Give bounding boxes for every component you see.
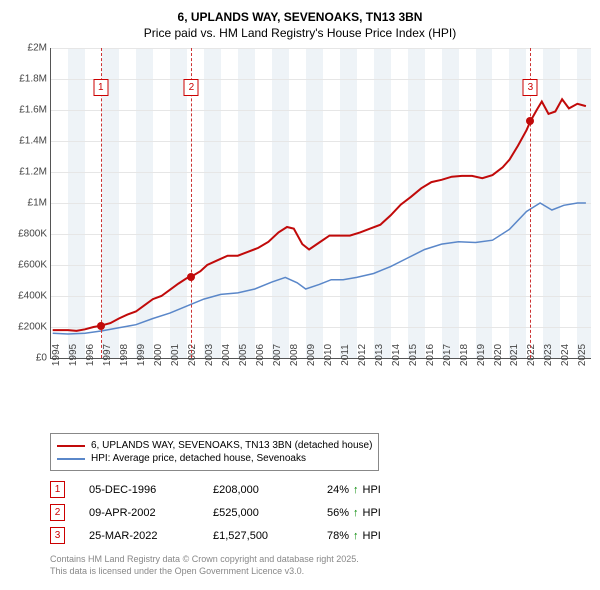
sale-marker-label: 3 — [523, 79, 538, 96]
sale-number-box: 1 — [50, 481, 65, 498]
y-axis-label: £0 — [11, 353, 47, 364]
series-line — [53, 203, 586, 334]
attribution-line-1: Contains HM Land Registry data © Crown c… — [50, 554, 590, 566]
legend-swatch — [57, 445, 85, 447]
plot-area: £0£200K£400K£600K£800K£1M£1.2M£1.4M£1.6M… — [50, 48, 591, 359]
sale-dot — [97, 322, 105, 330]
up-arrow-icon: ↑ — [353, 507, 359, 519]
sale-marker-label: 1 — [93, 79, 108, 96]
sale-hpi-label: HPI — [363, 530, 381, 542]
legend-swatch — [57, 458, 85, 460]
sale-hpi: 24% ↑ HPI — [327, 484, 381, 496]
sale-date: 09-APR-2002 — [89, 507, 189, 519]
sale-hpi-label: HPI — [363, 484, 381, 496]
y-axis-label: £800K — [11, 229, 47, 240]
legend: 6, UPLANDS WAY, SEVENOAKS, TN13 3BN (det… — [50, 433, 379, 471]
attribution-line-2: This data is licensed under the Open Gov… — [50, 566, 590, 578]
y-axis-label: £1.8M — [11, 74, 47, 85]
chart-container: 6, UPLANDS WAY, SEVENOAKS, TN13 3BN Pric… — [10, 10, 590, 577]
y-axis-label: £2M — [11, 43, 47, 54]
sale-hpi: 56% ↑ HPI — [327, 507, 381, 519]
sale-date: 05-DEC-1996 — [89, 484, 189, 496]
sale-hpi: 78% ↑ HPI — [327, 530, 381, 542]
y-axis-label: £200K — [11, 322, 47, 333]
sale-pct: 56% — [327, 507, 349, 519]
y-axis-label: £1.2M — [11, 167, 47, 178]
y-axis-label: £1.4M — [11, 136, 47, 147]
sale-price: £208,000 — [213, 484, 303, 496]
sale-row: 2 09-APR-2002 £525,000 56% ↑ HPI — [50, 504, 590, 521]
sale-price: £1,527,500 — [213, 530, 303, 542]
sale-marker-label: 2 — [184, 79, 199, 96]
sale-pct: 78% — [327, 530, 349, 542]
legend-item: 6, UPLANDS WAY, SEVENOAKS, TN13 3BN (det… — [57, 440, 372, 451]
sales-table: 1 05-DEC-1996 £208,000 24% ↑ HPI 2 09-APR-2002 £… — [50, 481, 590, 544]
y-axis-label: £400K — [11, 291, 47, 302]
sale-pct: 24% — [327, 484, 349, 496]
y-axis-label: £600K — [11, 260, 47, 271]
sale-row: 1 05-DEC-1996 £208,000 24% ↑ HPI — [50, 481, 590, 498]
series-line — [53, 99, 586, 331]
legend-item: HPI: Average price, detached house, Seve… — [57, 453, 372, 464]
sale-date: 25-MAR-2022 — [89, 530, 189, 542]
sale-row: 3 25-MAR-2022 £1,527,500 78% ↑ HPI — [50, 527, 590, 544]
sale-number-box: 3 — [50, 527, 65, 544]
sale-dot — [187, 273, 195, 281]
y-axis-label: £1.6M — [11, 105, 47, 116]
sale-dot — [526, 117, 534, 125]
chart-title: 6, UPLANDS WAY, SEVENOAKS, TN13 3BN — [10, 10, 590, 24]
legend-label: HPI: Average price, detached house, Seve… — [91, 453, 306, 464]
sale-number-box: 2 — [50, 504, 65, 521]
up-arrow-icon: ↑ — [353, 484, 359, 496]
sale-hpi-label: HPI — [363, 507, 381, 519]
sale-price: £525,000 — [213, 507, 303, 519]
chart-subtitle: Price paid vs. HM Land Registry's House … — [10, 26, 590, 40]
legend-label: 6, UPLANDS WAY, SEVENOAKS, TN13 3BN (det… — [91, 440, 372, 451]
up-arrow-icon: ↑ — [353, 530, 359, 542]
y-axis-label: £1M — [11, 198, 47, 209]
attribution: Contains HM Land Registry data © Crown c… — [50, 554, 590, 577]
